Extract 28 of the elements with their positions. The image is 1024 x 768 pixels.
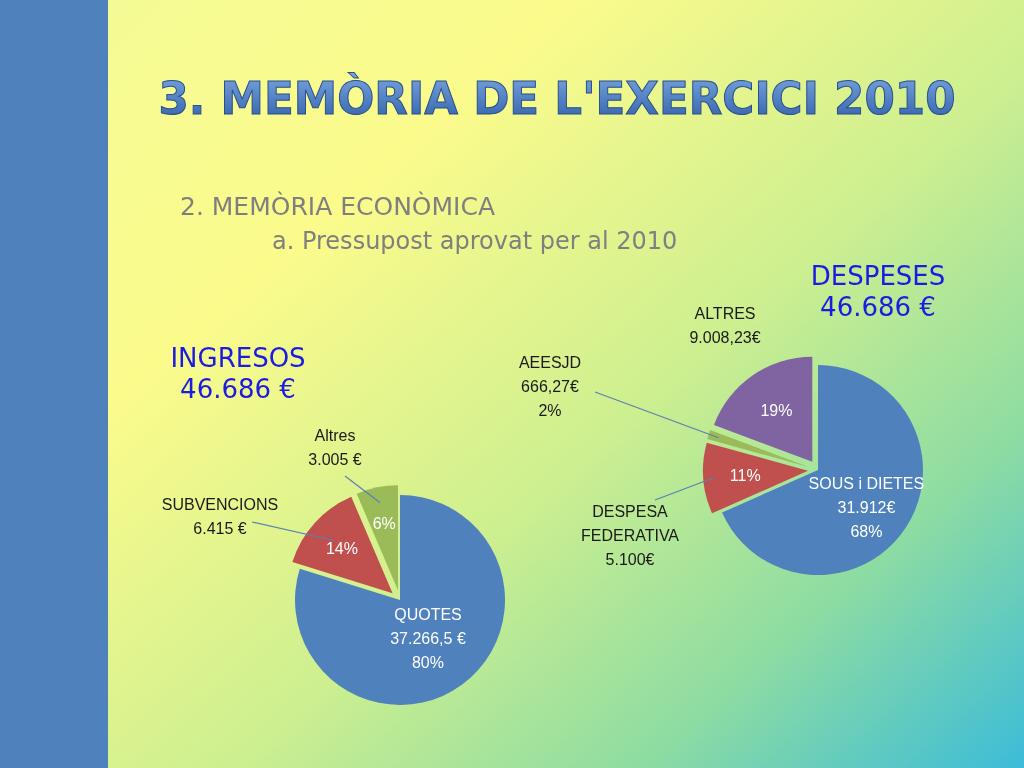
text: 80% xyxy=(411,654,444,672)
data-label: 666,27€ xyxy=(521,378,580,395)
data-label: 37.266,5 € xyxy=(390,630,466,648)
slice-label: AEESJD xyxy=(518,354,582,371)
slice-label: SUBVENCIONS xyxy=(161,496,279,513)
data-label: 3.005 € xyxy=(308,451,362,468)
chart-title: INGRESOS xyxy=(170,343,306,373)
slice-label: SOUS i DIETES xyxy=(808,475,925,493)
chart-title: DESPESES xyxy=(810,261,946,291)
slice-label: QUOTES xyxy=(394,606,462,624)
chart-subtitle: 46.686 € xyxy=(820,292,936,322)
text: 6% xyxy=(372,515,396,533)
text: 3. MEMÒRIA DE L'EXERCICI 2010 xyxy=(158,72,963,124)
data-label: 5.100€ xyxy=(605,551,655,568)
text: 14% xyxy=(325,539,358,557)
slice-label: ALTRES xyxy=(694,305,756,322)
data-label: 31.912€ xyxy=(837,499,896,517)
slice-label: DESPESA FEDERATIVA xyxy=(580,503,680,544)
text: 2% xyxy=(538,402,562,419)
text: 2. MEMÒRIA ECONÒMICA xyxy=(180,191,496,221)
text: 19% xyxy=(760,402,793,420)
slice-label: Altres xyxy=(314,427,356,444)
text: 68% xyxy=(850,523,883,541)
text: a. Pressupost aprovat per al 2010 xyxy=(272,227,678,255)
chart-subtitle: 46.686 € xyxy=(180,374,296,404)
data-label: 9.008,23€ xyxy=(689,329,761,346)
text: 11% xyxy=(729,467,761,485)
data-label: 6.415 € xyxy=(193,520,247,537)
